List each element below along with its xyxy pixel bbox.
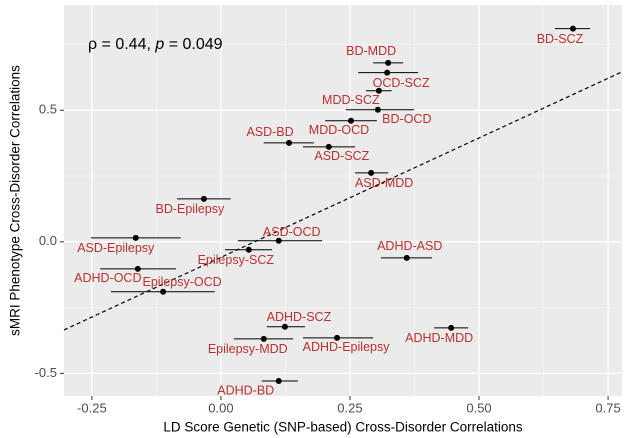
point-label: ADHD-BD — [217, 383, 274, 397]
point-label: ASD-OCD — [263, 225, 321, 239]
y-tick-label: -0.5 — [35, 365, 57, 380]
point-label: ASD-SCZ — [314, 149, 369, 163]
point — [325, 143, 332, 150]
x-axis-title: LD Score Genetic (SNP-based) Cross-Disor… — [163, 420, 523, 435]
point-label: Epilepsy-SCZ — [198, 253, 275, 267]
point-label: ADHD-ASD — [377, 239, 442, 253]
point-label: ASD-Epilepsy — [77, 241, 155, 255]
point — [132, 234, 139, 241]
point — [368, 169, 375, 176]
point — [245, 246, 252, 253]
x-tick-label: 0.00 — [208, 400, 233, 415]
x-tick-label: 0.75 — [595, 400, 620, 415]
point-label: Epilepsy-MDD — [208, 342, 288, 356]
point — [334, 334, 341, 341]
point — [275, 378, 282, 385]
point-label: ADHD-Epilepsy — [303, 340, 391, 354]
point-label: ADHD-MDD — [405, 331, 473, 345]
y-tick-label: 0.5 — [39, 102, 57, 117]
point-label: BD-OCD — [382, 112, 431, 126]
point-label: Epilepsy-OCD — [143, 275, 222, 289]
point-label: ADHD-OCD — [74, 271, 141, 285]
point-label: ADHD-SCZ — [267, 310, 332, 324]
point — [275, 237, 282, 244]
point-label: BD-SCZ — [537, 32, 584, 46]
annotation-part: ρ = 0.44, — [88, 36, 155, 53]
annotation: ρ = 0.44, p = 0.049 — [88, 36, 223, 53]
annotation-part: p — [154, 36, 164, 53]
x-tick-label: 0.50 — [466, 400, 491, 415]
point — [448, 324, 455, 331]
point-label: MDD-SCZ — [322, 93, 380, 107]
point — [160, 288, 167, 295]
point — [403, 254, 410, 261]
point — [348, 117, 355, 124]
plot-background — [64, 5, 622, 396]
point — [569, 25, 576, 32]
x-tick-label: 0.25 — [337, 400, 362, 415]
point — [374, 106, 381, 113]
point-label: BD-MDD — [346, 44, 396, 58]
point — [200, 195, 207, 202]
trend-line — [63, 71, 623, 331]
x-tick-label: -0.25 — [77, 400, 107, 415]
point — [385, 59, 392, 66]
y-axis-title: sMRI Phenotype Cross-Disorder Correlatio… — [8, 65, 23, 336]
point-label: ASD-BD — [246, 125, 293, 139]
point — [260, 335, 267, 342]
y-tick-label: 0.0 — [39, 233, 57, 248]
point-label: OCD-SCZ — [373, 76, 430, 90]
point — [375, 87, 382, 94]
point — [384, 69, 391, 76]
point — [134, 265, 141, 272]
point — [281, 323, 288, 330]
point — [286, 139, 293, 146]
point-label: BD-Epilepsy — [155, 202, 225, 216]
point-label: MDD-OCD — [309, 123, 369, 137]
point-label: ASD-MDD — [355, 176, 413, 190]
annotation-part: = 0.049 — [164, 36, 222, 53]
